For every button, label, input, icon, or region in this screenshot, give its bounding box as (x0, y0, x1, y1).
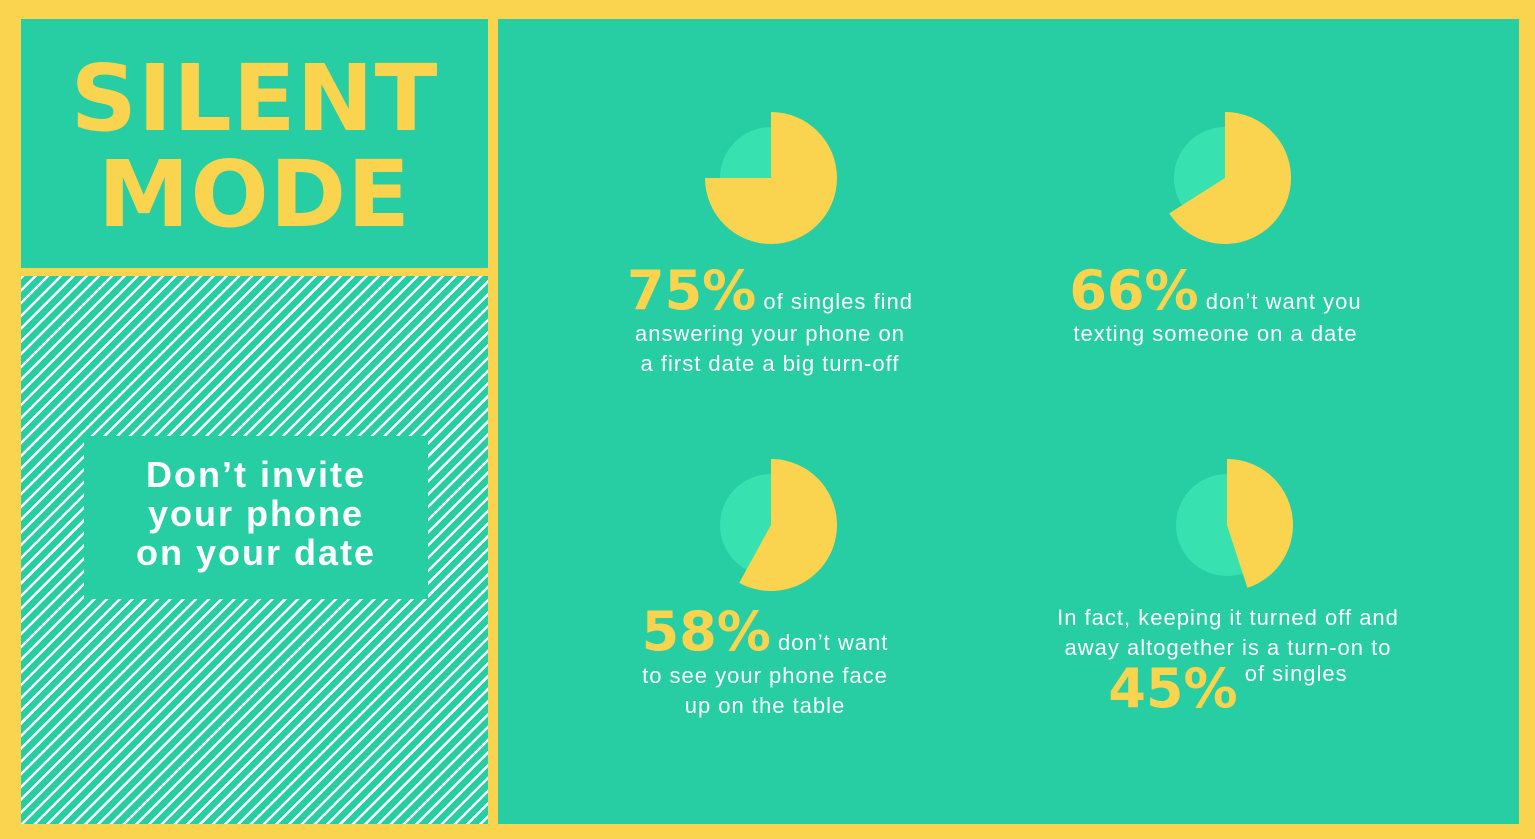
pie-chart-3-svg (720, 459, 837, 591)
stat-3-text-line-1: don’t want (778, 630, 889, 655)
pie-chart-1 (704, 111, 838, 245)
stat-2-text-line-2: texting someone on a date (1073, 321, 1358, 346)
title-line-2: MODE (98, 141, 411, 248)
pie-chart-1-svg (705, 112, 837, 244)
pie-chart-2 (1158, 111, 1292, 245)
stat-1-text-line-2: answering your phone on (634, 321, 906, 346)
stat-3-text-line-3: up on the table (684, 693, 846, 718)
stat-3-percent: 58% (641, 600, 771, 663)
stat-2: 66% don’t want you texting someone on a … (1048, 259, 1383, 359)
pie-chart-4 (1160, 458, 1294, 592)
pie-4-slice (1227, 459, 1294, 588)
stat-1-text-line-3: a first date a big turn-off (640, 351, 900, 376)
stat-2-text-line-1: don’t want you (1205, 289, 1362, 314)
pie-3-slice (739, 459, 837, 591)
title-line-1: SILENT (70, 45, 439, 152)
stat-3-text-line-2: to see your phone face (642, 663, 888, 688)
tagline-line-1: Don’t invite (146, 454, 366, 495)
pie-chart-3 (704, 458, 838, 592)
stat-3: 58% don’t want to see your phone face up… (610, 600, 920, 730)
stat-1-percent: 75% (627, 259, 757, 322)
pie-1-slice (705, 112, 837, 244)
striped-panel: Don’t invite your phone on your date (21, 276, 488, 824)
stat-4-text-line-3: of singles (1244, 661, 1348, 686)
stat-4-percent: 45% (1108, 657, 1238, 720)
stat-4-text-line-1: In fact, keeping it turned off and (1057, 605, 1399, 630)
tagline-line-3: on your date (135, 532, 377, 573)
stat-1-text-line-1: of singles find (763, 289, 913, 314)
stat-1: 75% of singles find answering your phone… (610, 259, 930, 389)
tagline-line-2: your phone (148, 493, 364, 534)
pie-chart-2-svg (1169, 112, 1291, 244)
pie-2-slice (1169, 112, 1291, 244)
pie-chart-4-svg (1176, 459, 1294, 588)
stat-4-text-line-2: away altogether is a turn-on to (1064, 635, 1392, 660)
stat-4: In fact, keeping it turned off and away … (1023, 605, 1433, 725)
title-panel: SILENT MODE (21, 19, 488, 268)
tagline-box: Don’t invite your phone on your date (84, 436, 428, 599)
stats-panel: 75% of singles find answering your phone… (498, 19, 1519, 824)
stat-2-percent: 66% (1069, 259, 1199, 322)
